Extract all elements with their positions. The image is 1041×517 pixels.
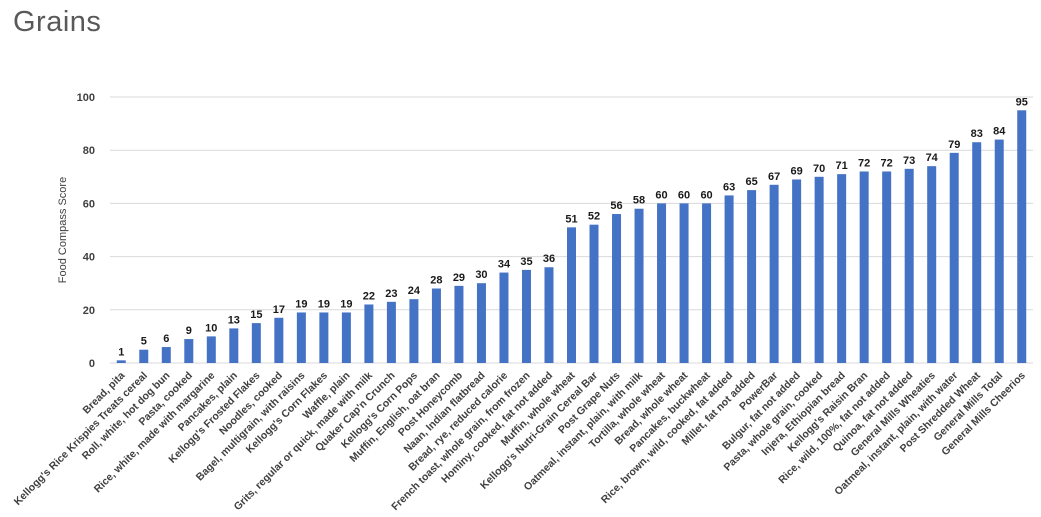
bar-value-label: 72 bbox=[881, 157, 893, 169]
bar bbox=[994, 139, 1004, 363]
bar-value-label: 84 bbox=[993, 126, 1006, 138]
bar-value-label: 1 bbox=[118, 346, 124, 358]
bar bbox=[499, 272, 509, 363]
bar bbox=[116, 360, 126, 363]
bar-value-label: 60 bbox=[655, 189, 667, 201]
bar-value-label: 95 bbox=[1016, 96, 1028, 108]
bar bbox=[882, 171, 892, 363]
bar-value-label: 15 bbox=[250, 309, 262, 321]
y-tick-label: 0 bbox=[89, 358, 95, 370]
bar bbox=[184, 339, 194, 363]
bar-value-label: 74 bbox=[926, 152, 939, 164]
bar bbox=[319, 312, 329, 363]
bar bbox=[949, 152, 959, 363]
bar-value-label: 35 bbox=[520, 256, 532, 268]
bar bbox=[837, 174, 847, 363]
bar-value-label: 73 bbox=[903, 155, 915, 167]
bar bbox=[657, 203, 667, 363]
bar bbox=[927, 166, 937, 363]
bar bbox=[904, 168, 914, 363]
bar bbox=[702, 203, 712, 363]
bar bbox=[567, 227, 576, 363]
bar-value-label: 56 bbox=[610, 200, 622, 212]
bar bbox=[251, 323, 261, 363]
bar-value-label: 10 bbox=[205, 322, 217, 334]
x-category-label: Kellogg's Rice Krispies Treats cereal bbox=[12, 370, 150, 508]
bar-value-label: 71 bbox=[836, 160, 848, 172]
bar-value-label: 29 bbox=[453, 272, 465, 284]
bar bbox=[341, 312, 351, 363]
y-tick-label: 40 bbox=[83, 252, 95, 264]
bar bbox=[454, 285, 464, 363]
bar-value-label: 72 bbox=[858, 157, 870, 169]
y-tick-label: 80 bbox=[83, 145, 95, 157]
bar-value-label: 36 bbox=[543, 253, 555, 265]
bar-value-label: 24 bbox=[408, 285, 421, 297]
bar-value-label: 52 bbox=[588, 211, 600, 223]
bar-value-label: 69 bbox=[790, 165, 802, 177]
bar bbox=[589, 224, 599, 363]
bar-value-label: 19 bbox=[295, 298, 307, 310]
bar-value-label: 19 bbox=[340, 298, 352, 310]
bar bbox=[431, 288, 441, 363]
y-tick-label: 20 bbox=[83, 305, 95, 317]
bar bbox=[296, 312, 306, 363]
bar bbox=[409, 299, 419, 363]
bar-value-label: 17 bbox=[273, 304, 285, 316]
y-tick-label: 100 bbox=[77, 92, 95, 104]
bar-value-label: 79 bbox=[948, 139, 960, 151]
bar-value-label: 60 bbox=[678, 189, 690, 201]
bar bbox=[139, 349, 149, 363]
bar bbox=[274, 317, 284, 363]
bar-value-label: 70 bbox=[813, 163, 825, 175]
bar-value-label: 63 bbox=[723, 181, 735, 193]
bar bbox=[544, 267, 554, 363]
bar-value-label: 23 bbox=[385, 288, 397, 300]
bar-value-label: 51 bbox=[565, 213, 577, 225]
bar-value-label: 65 bbox=[745, 176, 757, 188]
bar bbox=[634, 208, 644, 363]
bar bbox=[972, 142, 982, 363]
bar bbox=[229, 328, 239, 363]
bar-value-label: 34 bbox=[498, 259, 511, 271]
bar bbox=[769, 184, 779, 363]
bar-value-label: 22 bbox=[363, 290, 375, 302]
bar bbox=[476, 283, 486, 363]
bar bbox=[386, 301, 396, 363]
bar-value-label: 13 bbox=[228, 314, 240, 326]
bar bbox=[521, 269, 531, 363]
bar bbox=[1017, 110, 1027, 363]
bar bbox=[206, 336, 216, 363]
y-tick-label: 60 bbox=[83, 198, 95, 210]
bar bbox=[679, 203, 689, 363]
bar bbox=[814, 176, 824, 363]
bar-value-label: 5 bbox=[141, 336, 147, 348]
bar-value-label: 58 bbox=[633, 195, 645, 207]
bar-value-label: 28 bbox=[430, 275, 442, 287]
bar-value-label: 19 bbox=[318, 298, 330, 310]
bar bbox=[364, 304, 374, 363]
bar bbox=[747, 190, 757, 363]
bar bbox=[859, 171, 869, 363]
bar-value-label: 9 bbox=[186, 325, 192, 337]
bar bbox=[161, 347, 171, 363]
bar bbox=[792, 179, 802, 363]
bar-value-label: 6 bbox=[163, 333, 169, 345]
bar-value-label: 30 bbox=[475, 269, 487, 281]
bar-value-label: 67 bbox=[768, 171, 780, 183]
bar bbox=[612, 214, 622, 363]
bar-value-label: 60 bbox=[700, 189, 712, 201]
chart-title: Grains bbox=[13, 6, 102, 38]
bar-value-label: 83 bbox=[971, 128, 983, 140]
bar bbox=[724, 195, 734, 363]
x-category-label: Roll, white, hot dog bun bbox=[80, 370, 173, 463]
